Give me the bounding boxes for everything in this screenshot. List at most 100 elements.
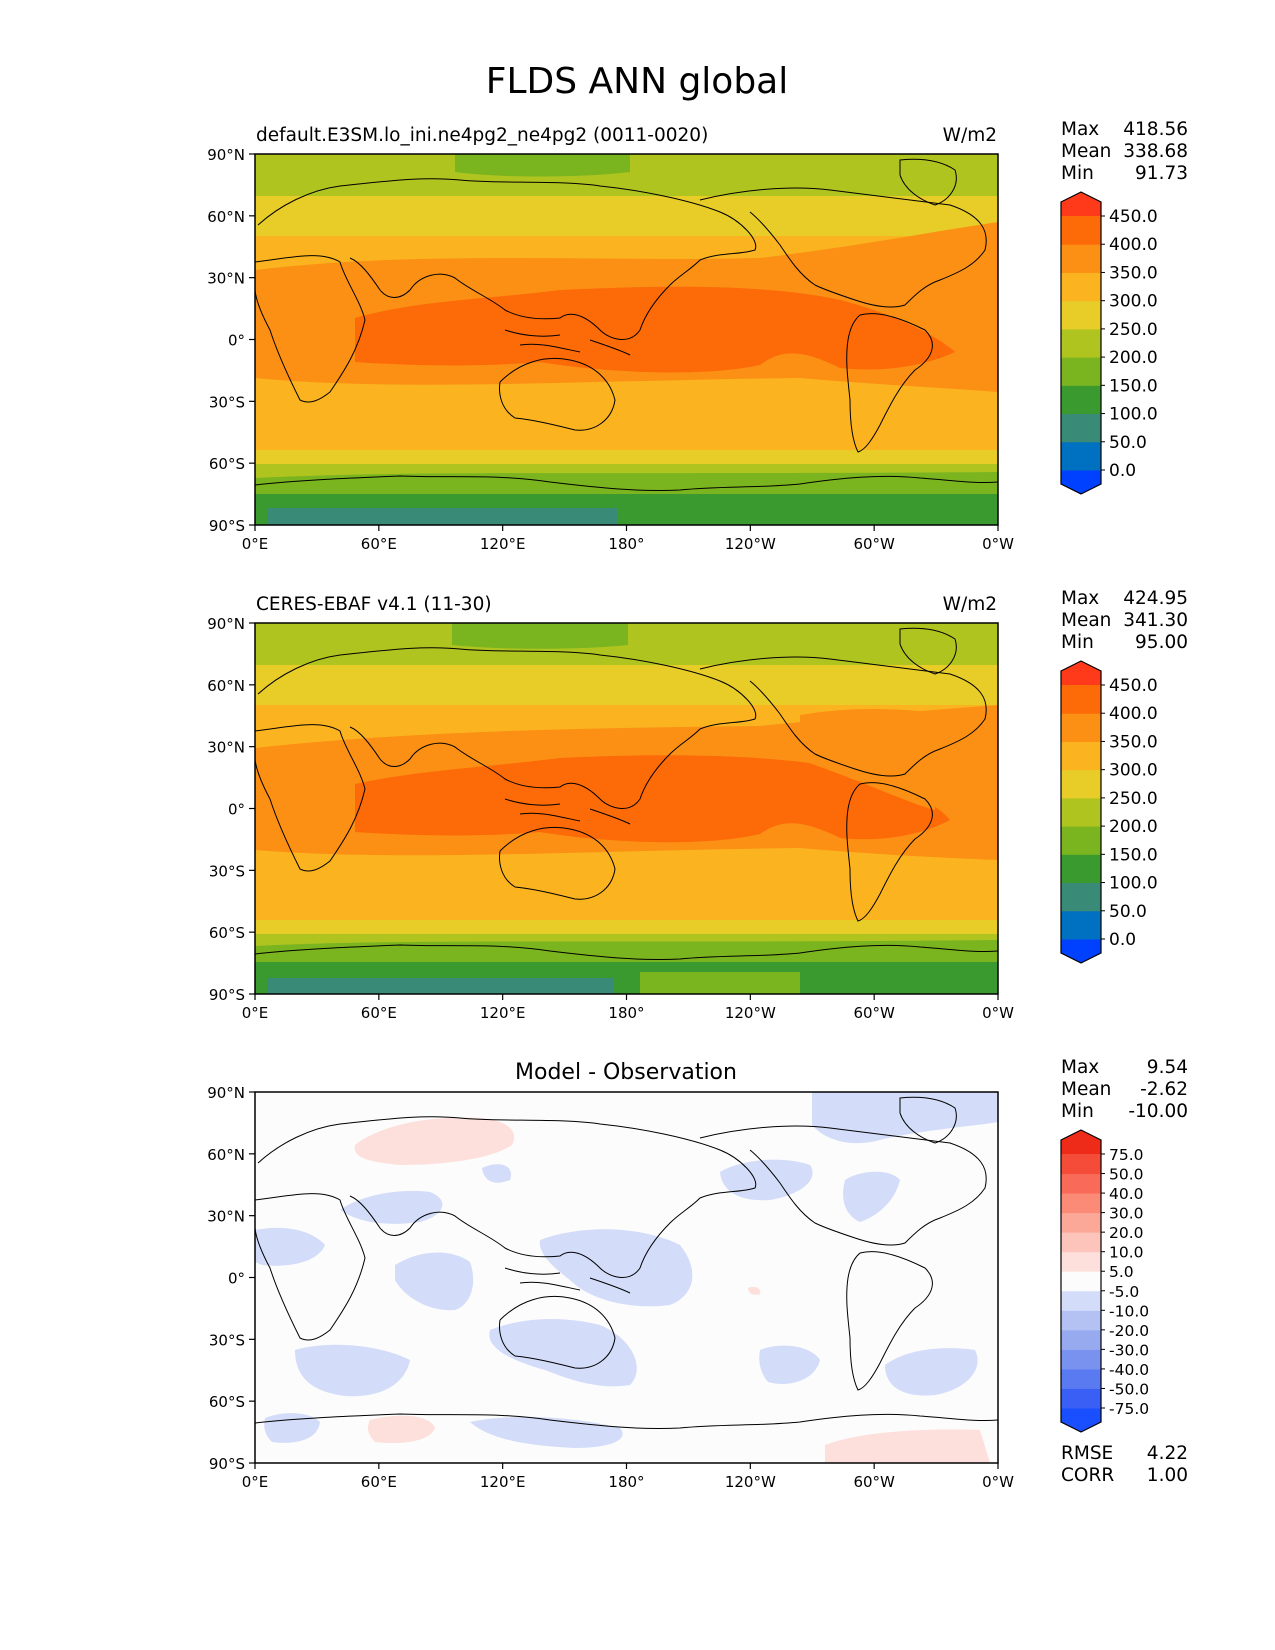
lon-tick-label: 60°W [853,1004,895,1022]
neg-pacific [539,1229,693,1307]
stat-corr-value: 1.00 [1147,1465,1188,1486]
lon-tick-label: 0°E [242,535,269,553]
colorbar-label: 50.0 [1109,1166,1144,1184]
band-5 [255,378,998,450]
colorbar-label: 150.0 [1109,376,1158,396]
lon-tick-label: 0°W [982,1004,1014,1022]
tropical-max [355,755,950,843]
band-2 [255,665,998,705]
lat-tick-label: 30°S [209,393,245,411]
lat-tick-label: 30°N [207,270,245,288]
colorbar-swatch [1061,797,1101,827]
indonesia [504,329,631,356]
stat-max-value: 418.56 [1123,119,1188,140]
lon-tick-label: 0°W [982,535,1014,553]
antarctic-ross [640,972,800,994]
colorbar-label: 150.0 [1109,845,1158,865]
neg-s-atlantic [885,1348,978,1396]
colorbar-label: 10.0 [1109,1244,1144,1262]
colorbar-swatch [1061,413,1101,443]
indonesia [504,1267,631,1294]
north-cool-patch [452,623,628,649]
neg-australia [489,1318,637,1387]
lat-tick-label: 60°S [209,1393,245,1411]
figure-title: FLDS ANN global [486,61,789,102]
lat-tick-label: 30°N [207,739,245,757]
colorbar-label: 30.0 [1109,1205,1144,1223]
stat-min-label: Min [1061,632,1094,653]
band-6 [255,450,998,464]
colorbar-label: 100.0 [1109,874,1158,894]
south-america-coast [846,782,933,922]
africa-coast [255,1193,366,1341]
australia-coast [499,826,616,900]
colorbar-swatch [1061,1368,1101,1389]
panel-model-units: W/m2 [943,125,997,146]
neg-antarctic-c [470,1416,623,1448]
colorbar-label: 0.0 [1109,461,1136,481]
colorbar-label: -20.0 [1109,1322,1149,1340]
diff-lon-axis: 0°E 60°E 120°E 180° 120°W 60°W 0°W [242,1463,1014,1491]
diff-coastlines [255,1096,998,1430]
stat-mean-value: 338.68 [1123,141,1188,162]
north-america-coast [699,1125,987,1246]
model-stats: Max 418.56 Mean 338.68 Min 91.73 [1061,119,1188,184]
colorbar-label: 40.0 [1109,1185,1144,1203]
stat-max-value: 424.95 [1123,588,1188,609]
stat-mean-value: -2.62 [1140,1079,1188,1100]
lon-tick-label: 180° [608,1004,644,1022]
lon-tick-label: 120°E [480,1004,526,1022]
colorbar-label: 350.0 [1109,263,1158,283]
stat-min-value: 95.00 [1135,632,1188,653]
neg-kamchatka [482,1164,511,1183]
south-america-coast [846,313,933,453]
colorbar-swatch [1061,882,1101,912]
panel-obs: CERES-EBAF v4.1 (11-30) W/m2 [207,588,1188,1022]
colorbar-label: -40.0 [1109,1361,1149,1379]
arctic-canada [740,154,998,178]
pos-antarctic-e [825,1429,990,1463]
lon-tick-label: 60°E [361,1004,397,1022]
colorbar-swatch [1061,713,1101,742]
model-field [255,154,998,525]
colorbar-swatch [1061,1349,1101,1370]
colorbar-label: -10.0 [1109,1302,1149,1320]
stat-mean-label: Mean [1061,141,1111,162]
lon-tick-label: 120°W [725,535,776,553]
obs-lat-axis: 90°N 60°N 30°N 0° 30°S 60°S 90°S [207,615,255,1004]
diff-map [255,1092,998,1463]
diff-error-stats: RMSE 4.22 CORR 1.00 [1061,1443,1188,1486]
stat-rmse-value: 4.22 [1147,1443,1188,1464]
colorbar-swatch [1061,300,1101,330]
lon-tick-label: 60°W [853,535,895,553]
stat-mean-label: Mean [1061,610,1111,631]
lon-tick-label: 120°E [480,535,526,553]
model-lon-axis: 0°E 60°E 120°E 180° 120°W 60°W 0°W [242,525,1014,553]
stat-rmse-label: RMSE [1061,1443,1113,1464]
australia-coast [499,1295,616,1369]
colorbar-swatch [1061,910,1101,940]
colorbar-swatch [1061,216,1101,245]
north-cool-patch [455,154,630,177]
model-coastlines [255,158,998,492]
lon-tick-label: 120°W [725,1473,776,1491]
colorbar-swatch [1061,1310,1101,1331]
colorbar-label: 0.0 [1109,930,1136,950]
indonesia [504,798,631,825]
panel-diff-title: Model - Observation [515,1060,737,1085]
lat-tick-label: 90°S [209,1455,245,1473]
eurasia-coast [257,1116,757,1278]
neg-mideast [340,1190,443,1224]
band-8 [255,940,998,964]
colorbar-top-extension [1061,192,1101,216]
stat-min-value: 91.73 [1135,163,1188,184]
colorbar-label: 250.0 [1109,320,1158,340]
colorbar-swatch [1061,441,1101,471]
obs-field [255,623,998,994]
colorbar-label: 100.0 [1109,405,1158,425]
obs-coastlines [255,627,998,961]
panel-diff: Model - Observation [207,1057,1188,1491]
africa-coast [255,255,366,403]
lat-tick-label: 90°N [207,615,245,633]
antarctica-coast [255,944,998,961]
